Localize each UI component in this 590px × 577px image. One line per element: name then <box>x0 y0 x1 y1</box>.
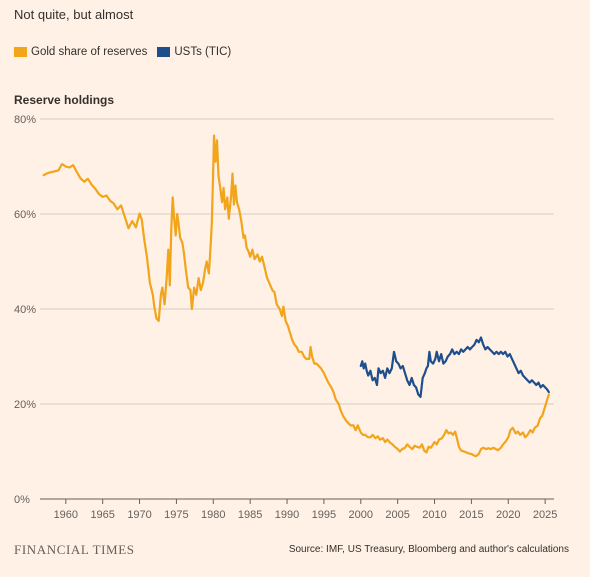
y-tick-label: 0% <box>14 494 30 506</box>
chart-subtitle: Not quite, but almost <box>14 7 134 22</box>
x-tick-label: 1990 <box>275 509 299 521</box>
legend-label-usts: USTs (TIC) <box>174 46 232 58</box>
y-tick-label: 20% <box>14 399 36 411</box>
y-tick-label: 60% <box>14 209 36 221</box>
y-axis-title: Reserve holdings <box>14 93 115 107</box>
legend: Gold share of reserves USTs (TIC) <box>14 46 241 58</box>
x-tick-label: 2005 <box>385 509 409 521</box>
x-tick-label: 1985 <box>238 509 262 521</box>
x-tick-label: 1965 <box>90 509 114 521</box>
gridlines <box>40 118 554 405</box>
legend-label-gold: Gold share of reserves <box>31 46 148 58</box>
series-line-gold <box>42 134 550 458</box>
x-tick-label: 1980 <box>201 509 225 521</box>
source-note: Source: IMF, US Treasury, Bloomberg and … <box>288 544 569 555</box>
y-tick-label: 40% <box>14 304 36 316</box>
x-tick-label: 1960 <box>54 509 78 521</box>
series-lines <box>42 134 550 458</box>
y-tick-label: 80% <box>14 114 36 126</box>
legend-swatch-usts <box>157 47 171 57</box>
x-tick-label: 1970 <box>127 509 151 521</box>
x-tick-label: 2020 <box>496 509 520 521</box>
series-line-usts <box>359 336 550 398</box>
legend-item-usts: USTs (TIC) <box>157 46 231 58</box>
x-axis: 1960 1965 1970 1975 1980 1985 1990 1995 2000 2005… <box>40 498 557 521</box>
x-tick-label: 2010 <box>422 509 446 521</box>
legend-item-gold: Gold share of reserves <box>14 46 147 58</box>
legend-swatch-gold <box>14 47 27 57</box>
x-tick-label: 2015 <box>459 509 483 521</box>
brand-logo: FINANCIAL TIMES <box>14 542 135 557</box>
y-tick-labels: 0% 20% 40% 60% 80% <box>14 114 36 506</box>
x-tick-label: 1975 <box>164 509 188 521</box>
x-tick-label: 2000 <box>349 509 373 521</box>
x-tick-label: 1995 <box>312 509 336 521</box>
x-tick-label: 2025 <box>533 509 557 521</box>
